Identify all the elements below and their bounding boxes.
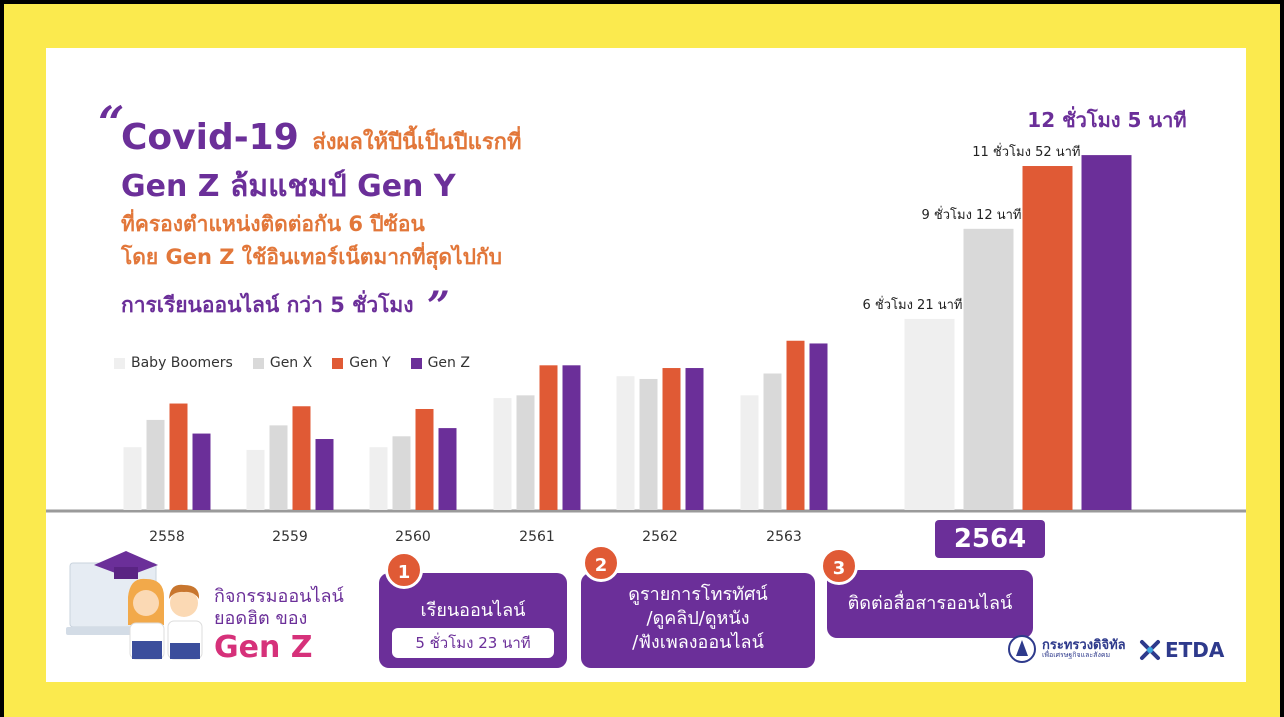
activity-2-line-3: /ฟังเพลงออนไลน์ — [632, 632, 764, 653]
headline-covid: Covid-19 — [121, 117, 299, 158]
top-activities-intro: กิจกรรมออนไลน์ ยอดฮิต ของ — [214, 586, 344, 630]
legend-label: Gen Z — [427, 355, 470, 371]
bar — [369, 447, 388, 510]
etda-wordmark: ETDA — [1165, 638, 1225, 662]
bar — [169, 403, 188, 510]
legend-swatch — [114, 357, 125, 369]
bar — [662, 368, 681, 510]
ministry-emblem-icon — [1008, 635, 1036, 663]
data-label: 6 ชั่วโมง 21 นาที — [863, 296, 963, 313]
x-tick-label: 2563 — [766, 529, 802, 545]
headline-line-2: Gen Z ล้มแชมป์ Gen Y — [121, 169, 456, 204]
legend-swatch — [252, 357, 264, 369]
bar — [904, 318, 955, 510]
bar — [1081, 155, 1132, 510]
activity-3-number: 3 — [820, 547, 858, 585]
etda-logo: ETDA — [1139, 638, 1224, 662]
headline-line-5-text: การเรียนออนไลน์ กว่า 5 ชั่วโมง — [121, 293, 414, 317]
headline-line-1-rest: ส่งผลให้ปีนี้เป็นปีแรกที่ — [312, 130, 522, 155]
students-illustration — [66, 551, 203, 660]
bar — [493, 398, 512, 510]
activity-2-box: ดูรายการโทรทัศน์ /ดูคลิป/ดูหนัง /ฟังเพลง… — [581, 573, 815, 668]
ministry-subtitle: เพื่อเศรษฐกิจและสังคม — [1042, 651, 1111, 659]
headline-line-5: การเรียนออนไลน์ กว่า 5 ชั่วโมง ” — [121, 279, 450, 327]
headline-line-4: โดย Gen Z ใช้อินเทอร์เน็ตมากที่สุดไปกับ — [121, 245, 502, 269]
activity-1-number: 1 — [385, 551, 423, 589]
bar — [415, 408, 434, 510]
x-tick-label: 2561 — [519, 529, 555, 545]
bar — [292, 406, 311, 510]
legend-label: Gen Y — [349, 355, 391, 371]
legend-item-gen-z: Gen Z — [410, 355, 470, 371]
bar — [123, 447, 142, 510]
legend-label: Baby Boomers — [131, 355, 233, 371]
bar — [392, 436, 411, 510]
bar — [269, 425, 288, 510]
legend-item-baby-boomers: Baby Boomers — [114, 355, 233, 371]
bar — [786, 340, 805, 510]
open-quote: “ — [98, 96, 125, 150]
intro-line-2: ยอดฮิต ของ — [214, 608, 308, 629]
activity-2-number: 2 — [582, 544, 620, 582]
activity-3-title: ติดต่อสื่อสารออนไลน์ — [847, 593, 1013, 614]
headline-line-1: Covid-19 ส่งผลให้ปีนี้เป็นปีแรกที่ — [121, 120, 521, 156]
data-label: 9 ชั่วโมง 12 นาที — [922, 206, 1022, 223]
bar — [809, 343, 828, 510]
intro-gen-z: Gen Z — [214, 630, 313, 665]
bar-chart: 2558 2559 2560 2561 2562 2563 6 ชั่วโมง 21 นาท… — [46, 105, 1246, 545]
highlight-year-badge: 2564 — [935, 520, 1045, 558]
legend-item-gen-x: Gen X — [252, 355, 313, 371]
bar — [1022, 166, 1073, 510]
activity-1-duration: 5 ชั่วโมง 23 นาที — [392, 628, 554, 658]
infographic-card: “ Covid-19 ส่งผลให้ปีนี้เป็นปีแรกที่ Gen… — [46, 48, 1246, 682]
bar — [146, 419, 165, 510]
bar — [516, 395, 535, 510]
bar — [562, 365, 581, 510]
bar — [685, 368, 704, 510]
bar — [315, 439, 334, 510]
x-tick-label: 2562 — [642, 529, 678, 545]
data-label: 12 ชั่วโมง 5 นาที — [1027, 105, 1186, 132]
yellow-frame: “ Covid-19 ส่งผลให้ปีนี้เป็นปีแรกที่ Gen… — [4, 4, 1280, 717]
bar — [639, 378, 658, 510]
bar — [963, 228, 1014, 510]
activity-2-line-1: ดูรายการโทรทัศน์ — [628, 584, 768, 605]
x-tick-label: 2559 — [272, 529, 308, 545]
legend-swatch — [332, 357, 344, 369]
bar — [763, 373, 782, 510]
ministry-name: กระทรวงดิจิทัล — [1042, 638, 1126, 653]
chart-legend: Baby Boomers Gen X Gen Y Gen Z — [114, 355, 470, 371]
close-quote: ” — [426, 283, 450, 330]
legend-swatch — [410, 357, 422, 369]
ministry-logo: กระทรวงดิจิทัล เพื่อเศรษฐกิจและสังคม — [1008, 634, 1126, 664]
bar — [539, 365, 558, 510]
activity-1-title: เรียนออนไลน์ — [420, 600, 526, 621]
bar — [740, 395, 759, 510]
legend-item-gen-y: Gen Y — [332, 355, 391, 371]
x-tick-label: 2558 — [149, 529, 185, 545]
etda-mark-icon — [1140, 640, 1160, 660]
data-label: 11 ชั่วโมง 52 นาที — [972, 143, 1080, 160]
headline-line-3: ที่ครองตำแหน่งติดต่อกัน 6 ปีซ้อน — [121, 212, 425, 236]
activity-2-line-2: /ดูคลิป/ดูหนัง — [646, 608, 750, 629]
bar — [246, 449, 265, 510]
bar — [192, 433, 211, 510]
x-tick-label: 2560 — [395, 529, 431, 545]
activity-3-box: ติดต่อสื่อสารออนไลน์ — [827, 570, 1033, 638]
legend-label: Gen X — [269, 355, 313, 371]
bar — [616, 376, 635, 510]
bar — [438, 428, 457, 510]
intro-line-1: กิจกรรมออนไลน์ — [214, 586, 344, 607]
